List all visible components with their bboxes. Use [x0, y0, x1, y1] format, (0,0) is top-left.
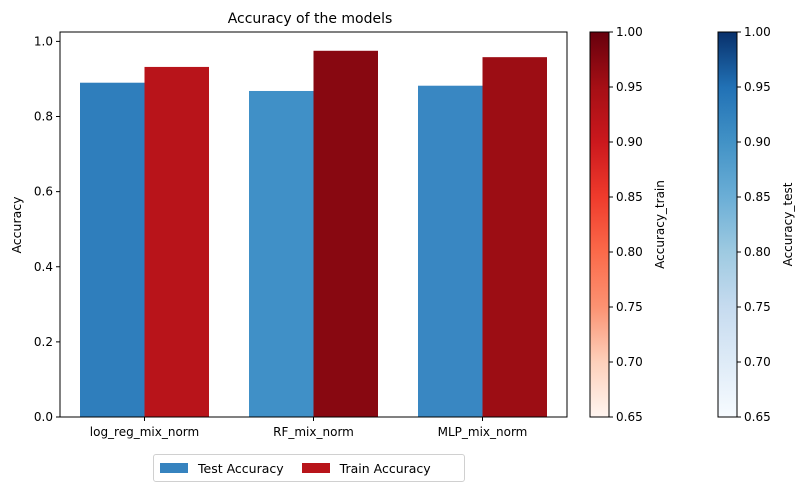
plot-frame — [59, 31, 568, 418]
colorbar-test-tick-label-1: 0.70 — [744, 355, 771, 369]
colorbar-train-tick-label-5: 0.90 — [616, 135, 643, 149]
legend-swatch-train — [301, 463, 330, 473]
legend-label-test: Test Accuracy — [198, 460, 284, 476]
colorbar-train-label: Accuracy_train — [653, 180, 667, 269]
plot-area: 0.0 0.2 0.4 0.6 0.8 1.0 log_reg_mix_norm RF_mix… — [34, 31, 568, 439]
y-tick-label-1: 0.2 — [34, 335, 53, 349]
bar-test-1 — [249, 90, 314, 417]
legend-item-train: Train Accuracy — [301, 460, 431, 476]
colorbar-train-tick-label-0: 0.65 — [616, 410, 643, 424]
colorbar-train-tick-label-4: 0.85 — [616, 190, 643, 204]
y-axis-label: Accuracy — [9, 196, 24, 254]
colorbar-train — [589, 31, 610, 418]
colorbar-test-label: Accuracy_test — [781, 182, 795, 266]
bar-test-2 — [418, 85, 483, 418]
legend-item-test: Test Accuracy — [160, 461, 284, 476]
y-tick-label-3: 0.6 — [34, 185, 53, 199]
colorbar-train-tick-label-7: 1.00 — [616, 25, 643, 39]
colorbar-test-tick-label-3: 0.80 — [744, 245, 771, 259]
colorbar-test-tick-label-7: 1.00 — [744, 25, 771, 39]
y-tick-label-2: 0.4 — [34, 260, 53, 274]
y-tick-label-0: 0.0 — [34, 410, 53, 424]
x-tick-label-0: log_reg_mix_norm — [90, 425, 199, 439]
y-tick-label-5: 1.0 — [34, 34, 53, 48]
chart-title: Accuracy of the models — [228, 11, 393, 27]
bar-train-0 — [144, 66, 209, 418]
colorbar-test-tick-label-0: 0.65 — [744, 410, 771, 424]
colorbar-test-tick-label-2: 0.75 — [744, 300, 771, 314]
bar-test-0 — [80, 82, 145, 418]
x-tick-label-2: MLP_mix_norm — [438, 425, 528, 439]
colorbar-train-tick-label-6: 0.95 — [616, 80, 643, 94]
colorbar-test-tick-label-4: 0.85 — [744, 190, 771, 204]
bar-train-1 — [313, 50, 378, 417]
legend-swatch-test — [160, 463, 188, 473]
x-tick-label-1: RF_mix_norm — [273, 425, 354, 439]
colorbar-train-tick-label-2: 0.75 — [616, 300, 643, 314]
colorbar-train-tick-label-1: 0.70 — [616, 355, 643, 369]
colorbar-train-tick-label-3: 0.80 — [616, 245, 643, 259]
legend-label-train: Train Accuracy — [339, 460, 431, 476]
colorbar-test — [717, 31, 738, 418]
colorbar-test-tick-label-6: 0.95 — [744, 80, 771, 94]
legend: Test Accuracy Train Accuracy — [153, 454, 465, 482]
colorbars: 0.65 0.70 0.75 0.80 0.85 0.90 0.95 1.00 Accuracy… — [589, 25, 795, 424]
colorbar-test-tick-label-5: 0.90 — [744, 135, 771, 149]
bar-train-2 — [482, 57, 547, 417]
y-tick-label-4: 0.8 — [34, 110, 53, 124]
